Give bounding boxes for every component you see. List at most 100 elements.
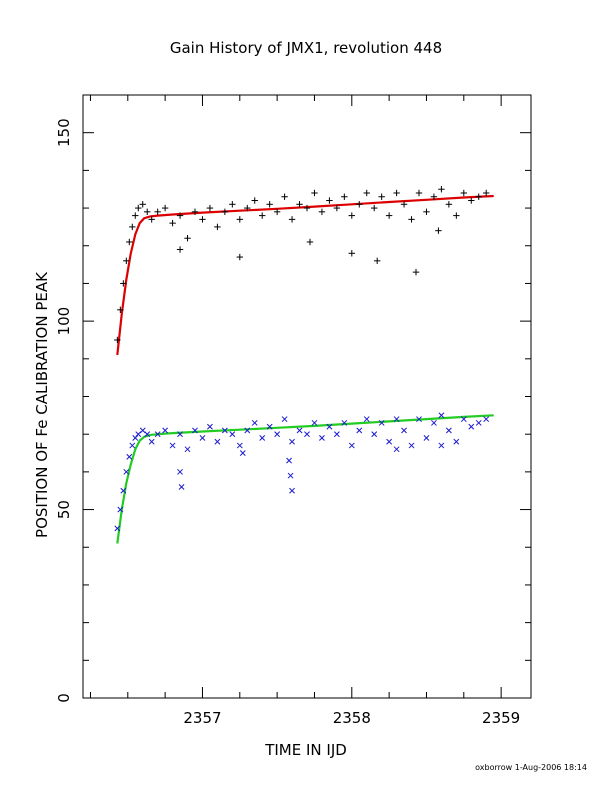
point-cross [423, 435, 430, 441]
point-plus [236, 253, 243, 261]
point-cross [401, 427, 407, 434]
x-tick-label: 2357 [183, 709, 221, 727]
point-plus [126, 238, 133, 246]
point-plus [236, 216, 243, 223]
point-plus [318, 208, 326, 216]
footer-stamp: oxborrow 1-Aug-2006 18:14 [475, 763, 587, 772]
point-plus [348, 250, 355, 257]
point-plus [430, 193, 438, 200]
point-cross [371, 431, 378, 438]
point-cross [378, 419, 385, 426]
point-plus [326, 197, 333, 204]
point-cross [475, 419, 482, 426]
point-plus [129, 223, 136, 231]
point-cross [393, 416, 400, 423]
point-cross [266, 423, 273, 430]
point-cross [286, 457, 292, 464]
point-plus [281, 193, 288, 200]
point-cross [229, 431, 236, 438]
point-plus [135, 204, 142, 212]
point-cross [192, 427, 198, 434]
point-cross [117, 506, 124, 513]
point-plus [423, 208, 430, 216]
point-cross [287, 472, 294, 479]
point-cross [162, 427, 169, 434]
point-plus [169, 219, 176, 227]
y-axis-label: POSITION OF Fe CALIBRATION PEAK [33, 271, 51, 538]
point-cross [438, 442, 445, 449]
y-tick-label: 50 [55, 500, 73, 519]
point-plus [435, 227, 442, 234]
point-cross [177, 431, 183, 438]
point-plus [244, 204, 251, 212]
point-plus [148, 216, 155, 223]
point-plus [400, 201, 408, 208]
point-plus [468, 197, 475, 204]
point-cross [132, 435, 139, 441]
point-plus [132, 212, 139, 219]
point-cross [139, 427, 146, 434]
point-plus [154, 208, 161, 216]
point-plus [144, 208, 151, 216]
point-plus [412, 268, 420, 276]
point-cross [304, 431, 310, 438]
point-cross [341, 419, 348, 426]
point-plus [445, 201, 453, 208]
point-plus [356, 201, 363, 208]
point-plus [251, 197, 258, 204]
point-plus [333, 204, 341, 212]
point-cross [244, 427, 251, 434]
point-plus [373, 257, 381, 265]
point-plus [266, 201, 273, 208]
point-plus [288, 216, 296, 223]
fit-line-lower [116, 414, 494, 544]
point-cross [296, 427, 303, 434]
point-cross [148, 438, 155, 445]
point-plus [117, 306, 124, 314]
point-cross [431, 419, 437, 426]
point-cross [445, 427, 452, 434]
point-plus [378, 193, 385, 200]
point-cross [333, 431, 340, 438]
point-cross [326, 423, 333, 430]
point-cross [274, 431, 281, 438]
fit-line-upper [116, 194, 494, 356]
point-plus [306, 238, 314, 246]
point-plus [120, 280, 127, 287]
point-cross [177, 468, 183, 475]
axis-ticks: 2357 2358 2359 0 50 100 150 [55, 94, 531, 727]
point-plus [176, 212, 184, 219]
point-plus [438, 186, 445, 193]
point-plus [483, 189, 490, 197]
point-cross [416, 416, 422, 423]
y-tick-label: 150 [55, 118, 73, 147]
point-cross [348, 442, 355, 449]
point-plus [191, 208, 199, 216]
point-plus [139, 201, 146, 208]
point-cross [438, 412, 445, 419]
point-cross [214, 438, 221, 445]
point-plus [363, 189, 370, 197]
point-plus [453, 212, 460, 219]
point-plus [199, 216, 206, 223]
point-plus [221, 208, 229, 216]
point-cross [114, 525, 121, 532]
y-tick-label: 100 [55, 307, 73, 336]
point-cross [468, 423, 475, 430]
point-plus [348, 212, 355, 219]
point-plus [296, 201, 303, 208]
point-plus [259, 212, 266, 219]
point-cross [311, 419, 318, 426]
point-cross [251, 419, 258, 426]
point-cross [221, 427, 228, 434]
point-cross [356, 427, 363, 434]
point-cross [393, 446, 400, 453]
point-cross [236, 442, 243, 449]
x-tick-label: 2358 [333, 709, 371, 727]
point-plus [460, 189, 467, 197]
x-axis-label: TIME IN IJD [264, 741, 347, 759]
point-plus [311, 189, 318, 197]
point-cross [408, 442, 415, 449]
point-cross [169, 442, 176, 449]
